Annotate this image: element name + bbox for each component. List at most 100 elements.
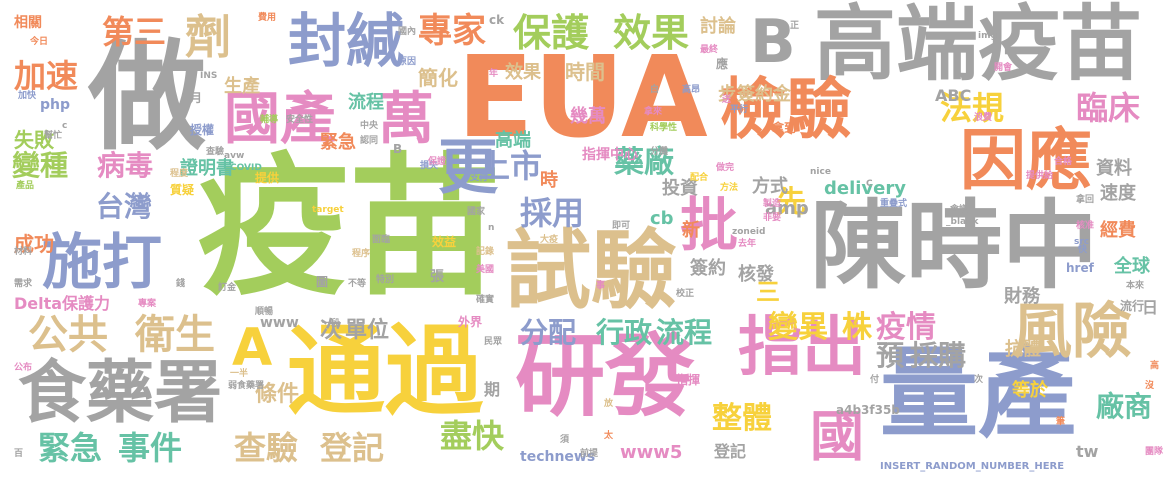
- word-tu: 圖: [316, 275, 329, 289]
- word-provide: 提供: [255, 171, 280, 185]
- word-domestic: 國產: [224, 87, 336, 152]
- word-process: 流程: [656, 316, 713, 349]
- word-avw: avw: [224, 151, 245, 161]
- word-time: 時間: [565, 60, 605, 84]
- word-finish: 做完: [716, 163, 735, 173]
- word-hundred: 百: [14, 449, 24, 459]
- word-clinical: 臨床: [1076, 89, 1141, 127]
- word-team: 團隊: [1145, 447, 1164, 457]
- word-public: 公共: [28, 312, 108, 358]
- word-inoculate: 施打: [42, 228, 162, 298]
- word-blank: _blank: [946, 217, 979, 227]
- word-vaccine: 疫苗: [197, 139, 501, 316]
- word-procedure: 程序: [352, 249, 371, 259]
- word-mutation: 變異: [768, 310, 828, 345]
- word-c-capital: C: [866, 179, 873, 189]
- word-public-citizens: 民眾: [484, 337, 503, 347]
- word-expensive: 高昂: [682, 85, 701, 95]
- word-pay: 支付: [470, 173, 489, 183]
- word-taiwan: 台灣: [96, 190, 153, 223]
- word-equals: 等於: [1012, 380, 1048, 401]
- word-zheng: 正: [790, 21, 800, 31]
- word-provide-to: 提供給: [1026, 171, 1054, 181]
- word-check: 查驗: [206, 147, 225, 157]
- word-meet: 開會: [994, 63, 1013, 73]
- word-final: 最終: [700, 45, 719, 55]
- word-dose: 劑: [185, 10, 231, 64]
- word-production: 生產: [224, 76, 260, 97]
- word-first: 先: [776, 185, 806, 220]
- word-asap: 盡快: [440, 417, 505, 455]
- word-failure: 失敗: [14, 128, 54, 152]
- word-accelerate: 加速: [14, 57, 79, 95]
- word-too: 太: [604, 431, 614, 441]
- word-popular: 流行: [1120, 299, 1145, 313]
- word-shi: 時: [540, 170, 558, 191]
- word-order-deposit: 訂金: [218, 283, 237, 293]
- word-premise: 前提: [580, 449, 599, 459]
- word-half: 一半: [230, 369, 249, 379]
- word-issue: 核發: [738, 264, 774, 285]
- word-demand: 需求: [14, 279, 33, 289]
- word-share: 分攤: [650, 147, 669, 157]
- word-benefit: 效益: [432, 235, 457, 249]
- word-approach: 方法: [720, 183, 739, 193]
- word-php: php: [40, 97, 71, 113]
- word-zuo: 做: [88, 28, 207, 166]
- word-href: href: [1066, 261, 1094, 275]
- word-antibody: 抗體: [1005, 339, 1041, 360]
- word-ck: ck: [489, 13, 505, 27]
- word-success: 成功: [14, 232, 54, 256]
- word-inspection: 檢驗: [720, 71, 852, 148]
- word-delta: Delta: [14, 294, 63, 313]
- word-weak-fda: 弱食藥署: [228, 381, 265, 391]
- word-year: 年: [489, 69, 499, 79]
- word-expert: 專家: [418, 11, 486, 51]
- word-cooperate: 配合: [690, 173, 709, 183]
- word-pay-small: 付: [870, 375, 880, 385]
- word-ci: 次: [320, 318, 343, 343]
- word-month: 月: [190, 91, 203, 105]
- word-img: img: [978, 31, 997, 41]
- word-chen-shih-chung: 陳時中: [810, 190, 1098, 302]
- word-guidance: 輔導: [260, 115, 279, 125]
- word-unequal: 不等: [348, 279, 367, 289]
- word-emergency: 緊急: [38, 429, 103, 467]
- word-b-large: B: [750, 7, 796, 77]
- word-method: 方式: [752, 176, 788, 197]
- word-c-small: c: [62, 121, 68, 131]
- word-approve: 核准: [1076, 221, 1095, 231]
- word-incident: 事件: [118, 429, 183, 467]
- word-stroke: 筆: [1056, 417, 1066, 427]
- word-tw: tw: [1076, 442, 1099, 461]
- word-technews: technews: [520, 449, 596, 465]
- word-procure: 採購: [910, 339, 967, 372]
- word-last-year: 去年: [738, 239, 757, 249]
- word-meeting: 會議: [950, 205, 969, 215]
- word-announce: 公布: [14, 363, 33, 373]
- word-pass: 通過: [287, 315, 484, 429]
- word-material: 材料: [14, 247, 33, 257]
- word-batch: 批: [680, 191, 739, 259]
- word-day: 日: [1142, 298, 1159, 317]
- word-degree: 程度: [170, 169, 189, 179]
- word-pre: 預: [876, 339, 905, 372]
- word-manufacture: 製造: [763, 199, 782, 209]
- word-central: 中央: [360, 121, 379, 131]
- word-point-out: 指出: [738, 311, 866, 385]
- word-parallel: 平行: [730, 105, 749, 115]
- word-research: 研發: [515, 324, 695, 429]
- word-big-epidemic: 大疫: [540, 235, 559, 245]
- word-fda: 食藥署: [18, 354, 223, 433]
- word-www5: www5: [620, 442, 683, 463]
- word-matter: 事: [596, 281, 606, 291]
- word-variant: 變種: [12, 149, 69, 182]
- word-guarantee: 保證: [428, 157, 447, 167]
- word-virus: 病毒: [97, 149, 154, 182]
- word-effect: 效果: [613, 11, 690, 55]
- word-obtain: 拿到: [772, 121, 797, 135]
- word-ci-small: 次: [974, 375, 984, 385]
- word-today: 今日: [30, 37, 49, 47]
- word-send: 送: [722, 95, 732, 105]
- word-can: 即可: [612, 221, 631, 231]
